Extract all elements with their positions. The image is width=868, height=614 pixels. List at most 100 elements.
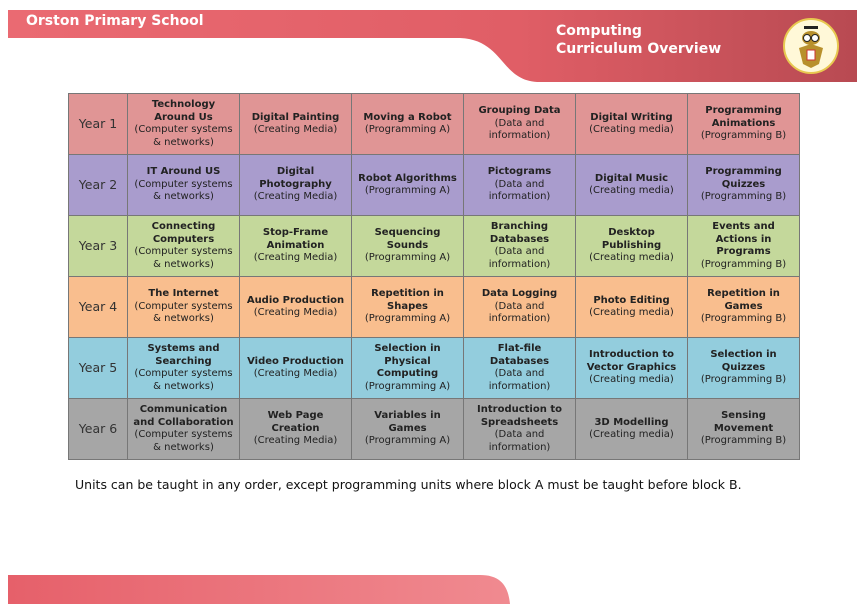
unit-title: Robot Algorithms <box>358 172 457 184</box>
unit-title: The Internet <box>148 288 219 300</box>
unit-cell: Audio Production (Creating Media) <box>239 276 352 338</box>
unit-strand: (Programming B) <box>700 374 787 386</box>
year-row: Year 2 IT Around US (Computer systems & ne… <box>68 154 800 216</box>
unit-strand: (Data and information) <box>488 429 551 453</box>
unit-strand: (Programming B) <box>700 313 787 325</box>
unit-strand: (Creating media) <box>589 185 674 196</box>
unit-strand: (Data and information) <box>488 178 551 203</box>
unit-cell: Connecting Computers (Computer systems & … <box>127 215 240 277</box>
unit-title: Branching Databases <box>489 221 550 245</box>
unit-title: Sensing Movement <box>713 410 774 434</box>
unit-strand: (Computer systems & networks) <box>134 300 233 325</box>
unit-strand: (Creating Media) <box>253 435 338 447</box>
unit-cell: Data Logging (Data and information) <box>463 276 576 338</box>
unit-title: Video Production <box>247 355 344 367</box>
unit-strand: (Data and information) <box>488 246 551 270</box>
unit-title: Stop-Frame Animation <box>262 227 329 251</box>
school-name: Orston Primary School <box>26 13 204 29</box>
year-label: Year 6 <box>68 398 128 460</box>
unit-strand: (Data and information) <box>488 117 551 142</box>
year-row: Year 6 Communication and Collaboration (Co… <box>68 398 800 460</box>
unit-cell: Robot Algorithms (Programming A) <box>351 154 464 216</box>
unit-title: Desktop Publishing <box>601 227 662 251</box>
unit-cell: Systems and Searching (Computer systems &… <box>127 337 240 399</box>
unit-strand: (Creating media) <box>589 374 674 386</box>
unit-cell: Selection in Physical Computing (Programm… <box>351 337 464 399</box>
unit-title: Repetition in Games <box>707 288 780 312</box>
unit-strand: (Programming B) <box>700 258 787 270</box>
unit-strand: (Programming A) <box>364 313 451 325</box>
unit-strand: (Creating Media) <box>253 307 338 318</box>
unit-title: Pictograms <box>487 166 552 178</box>
unit-strand: (Creating media) <box>589 429 674 440</box>
unit-cell: Pictograms (Data and information) <box>463 154 576 216</box>
unit-strand: (Computer systems & networks) <box>134 178 233 203</box>
unit-title: Digital Writing <box>590 111 673 123</box>
unit-cell: Branching Databases (Data and information… <box>463 215 576 277</box>
unit-strand: (Creating Media) <box>253 252 338 264</box>
unit-title: Sequencing Sounds <box>374 227 441 251</box>
unit-cell: Variables in Games (Programming A) <box>351 398 464 460</box>
unit-strand: (Creating Media) <box>253 368 338 379</box>
unit-cell: Repetition in Games (Programming B) <box>687 276 800 338</box>
year-label: Year 5 <box>68 337 128 399</box>
curriculum-table: Year 1 Technology Around Us (Computer syst… <box>68 93 800 460</box>
unit-title: Variables in Games <box>374 410 441 434</box>
unit-title: Programming Quizzes <box>705 166 782 190</box>
title-line-2: Curriculum Overview <box>556 41 722 57</box>
unit-cell: Photo Editing (Creating media) <box>575 276 688 338</box>
unit-cell: The Internet (Computer systems & networks… <box>127 276 240 338</box>
unit-cell: Digital Music (Creating media) <box>575 154 688 216</box>
unit-cell: Web Page Creation (Creating Media) <box>239 398 352 460</box>
unit-cell: Selection in Quizzes (Programming B) <box>687 337 800 399</box>
year-row: Year 3 Connecting Computers (Computer syst… <box>68 215 800 277</box>
unit-title: Data Logging <box>481 288 558 300</box>
unit-strand: (Programming B) <box>700 130 787 142</box>
unit-title: Technology Around Us <box>151 99 216 123</box>
unit-strand: (Data and information) <box>488 300 551 325</box>
unit-cell: Moving a Robot (Programming A) <box>351 93 464 155</box>
unit-strand: (Programming A) <box>364 252 451 264</box>
unit-title: Web Page Creation <box>267 410 324 434</box>
unit-title: 3D Modelling <box>594 416 669 428</box>
unit-title: Digital Painting <box>251 111 340 123</box>
unit-strand: (Programming B) <box>700 435 787 447</box>
unit-strand: (Computer systems & networks) <box>134 368 233 392</box>
unit-strand: (Creating media) <box>589 307 674 318</box>
unit-strand: (Creating Media) <box>253 191 338 203</box>
unit-cell: 3D Modelling (Creating media) <box>575 398 688 460</box>
unit-cell: Introduction to Vector Graphics (Creating… <box>575 337 688 399</box>
unit-cell: Repetition in Shapes (Programming A) <box>351 276 464 338</box>
year-row: Year 4 The Internet (Computer systems & ne… <box>68 276 800 338</box>
unit-cell: IT Around US (Computer systems & networks… <box>127 154 240 216</box>
unit-strand: (Programming B) <box>700 191 787 203</box>
unit-cell: Technology Around Us (Computer systems & … <box>127 93 240 155</box>
owl-logo-icon <box>783 18 839 74</box>
unit-cell: Events and Actions in Programs (Programmi… <box>687 215 800 277</box>
unit-strand: (Computer systems & networks) <box>134 246 233 270</box>
unit-title: Moving a Robot <box>363 111 452 123</box>
unit-title: Repetition in Shapes <box>371 288 444 312</box>
unit-title: Grouping Data <box>478 105 561 117</box>
unit-title: Introduction to Spreadsheets <box>477 404 562 428</box>
unit-cell: Communication and Collaboration (Computer… <box>127 398 240 460</box>
unit-cell: Sequencing Sounds (Programming A) <box>351 215 464 277</box>
unit-title: Events and Actions in Programs <box>712 221 775 257</box>
unit-cell: Desktop Publishing (Creating media) <box>575 215 688 277</box>
unit-cell: Grouping Data (Data and information) <box>463 93 576 155</box>
unit-title: Communication and Collaboration <box>133 404 234 428</box>
year-label: Year 1 <box>68 93 128 155</box>
unit-cell: Programming Quizzes (Programming B) <box>687 154 800 216</box>
unit-title: Connecting Computers <box>151 221 216 245</box>
year-label: Year 4 <box>68 276 128 338</box>
unit-title: Introduction to Vector Graphics <box>586 349 677 373</box>
unit-cell: Sensing Movement (Programming B) <box>687 398 800 460</box>
unit-title: Programming Animations <box>705 105 782 129</box>
page-title: Computing Curriculum Overview <box>556 22 721 58</box>
unit-title: IT Around US <box>146 166 221 178</box>
unit-strand: (Programming A) <box>364 380 451 392</box>
unit-title: Flat-file Databases <box>489 343 550 367</box>
unit-title: Photo Editing <box>593 294 670 306</box>
